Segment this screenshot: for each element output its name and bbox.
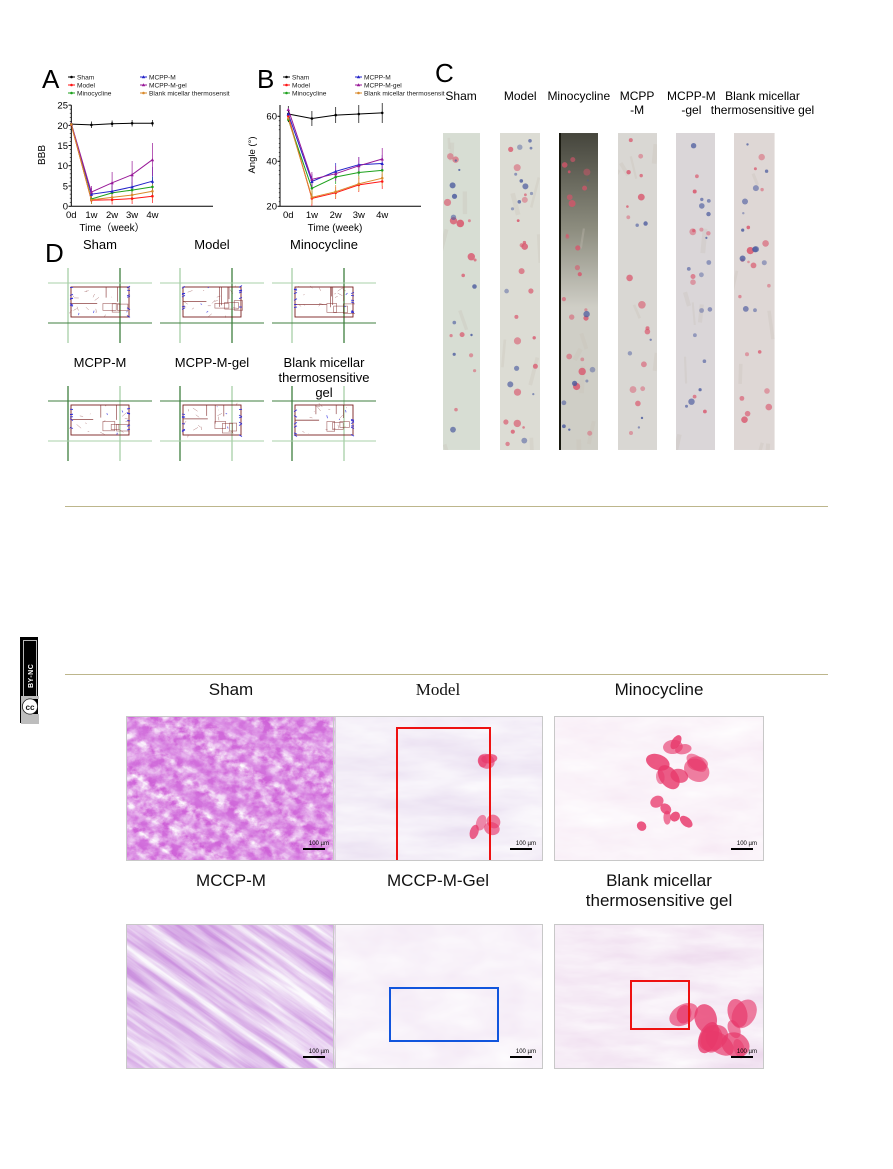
svg-text:20: 20: [57, 121, 68, 132]
svg-text:Sham: Sham: [77, 74, 95, 81]
svg-text:2w: 2w: [106, 210, 118, 221]
svg-text:4w: 4w: [376, 210, 388, 221]
svg-text:15: 15: [57, 141, 68, 152]
svg-text:Blank micellar thermosensitive: Blank micellar thermosensitive gel: [364, 90, 445, 97]
svg-text:A: A: [42, 64, 60, 94]
svg-text:4w: 4w: [146, 210, 158, 221]
svg-text:Minocycline: Minocycline: [77, 90, 112, 97]
svg-text:40: 40: [266, 157, 277, 168]
svg-text:Time (week): Time (week): [308, 223, 363, 234]
svg-text:25: 25: [57, 101, 68, 112]
svg-text:MCPP-M: MCPP-M: [149, 74, 176, 81]
svg-text:1w: 1w: [306, 210, 318, 221]
svg-text:Blank micellar thermosensitive: Blank micellar thermosensitive: [149, 90, 230, 97]
svg-text:MCPP-M-gel: MCPP-M-gel: [149, 82, 187, 89]
svg-text:0d: 0d: [283, 210, 294, 221]
svg-text:5: 5: [63, 181, 68, 192]
svg-text:MCPP-M: MCPP-M: [364, 74, 391, 81]
svg-text:10: 10: [57, 161, 68, 172]
svg-text:MCPP-M-gel: MCPP-M-gel: [364, 82, 402, 89]
svg-text:20: 20: [266, 202, 277, 213]
svg-text:BBB: BBB: [37, 145, 48, 165]
svg-text:B: B: [257, 64, 274, 94]
svg-text:3w: 3w: [353, 210, 365, 221]
svg-text:1w: 1w: [85, 210, 97, 221]
svg-text:cc: cc: [25, 703, 35, 712]
svg-text:2w: 2w: [330, 210, 342, 221]
svg-text:60: 60: [266, 112, 277, 123]
svg-text:Sham: Sham: [292, 74, 310, 81]
svg-text:Angle (°): Angle (°): [247, 136, 258, 173]
svg-text:Minocycline: Minocycline: [292, 90, 327, 97]
svg-text:0d: 0d: [66, 210, 77, 221]
svg-text:Time（week）: Time（week）: [79, 222, 144, 234]
svg-text:Model: Model: [292, 82, 310, 89]
svg-text:Model: Model: [77, 82, 95, 89]
svg-text:3w: 3w: [126, 210, 138, 221]
